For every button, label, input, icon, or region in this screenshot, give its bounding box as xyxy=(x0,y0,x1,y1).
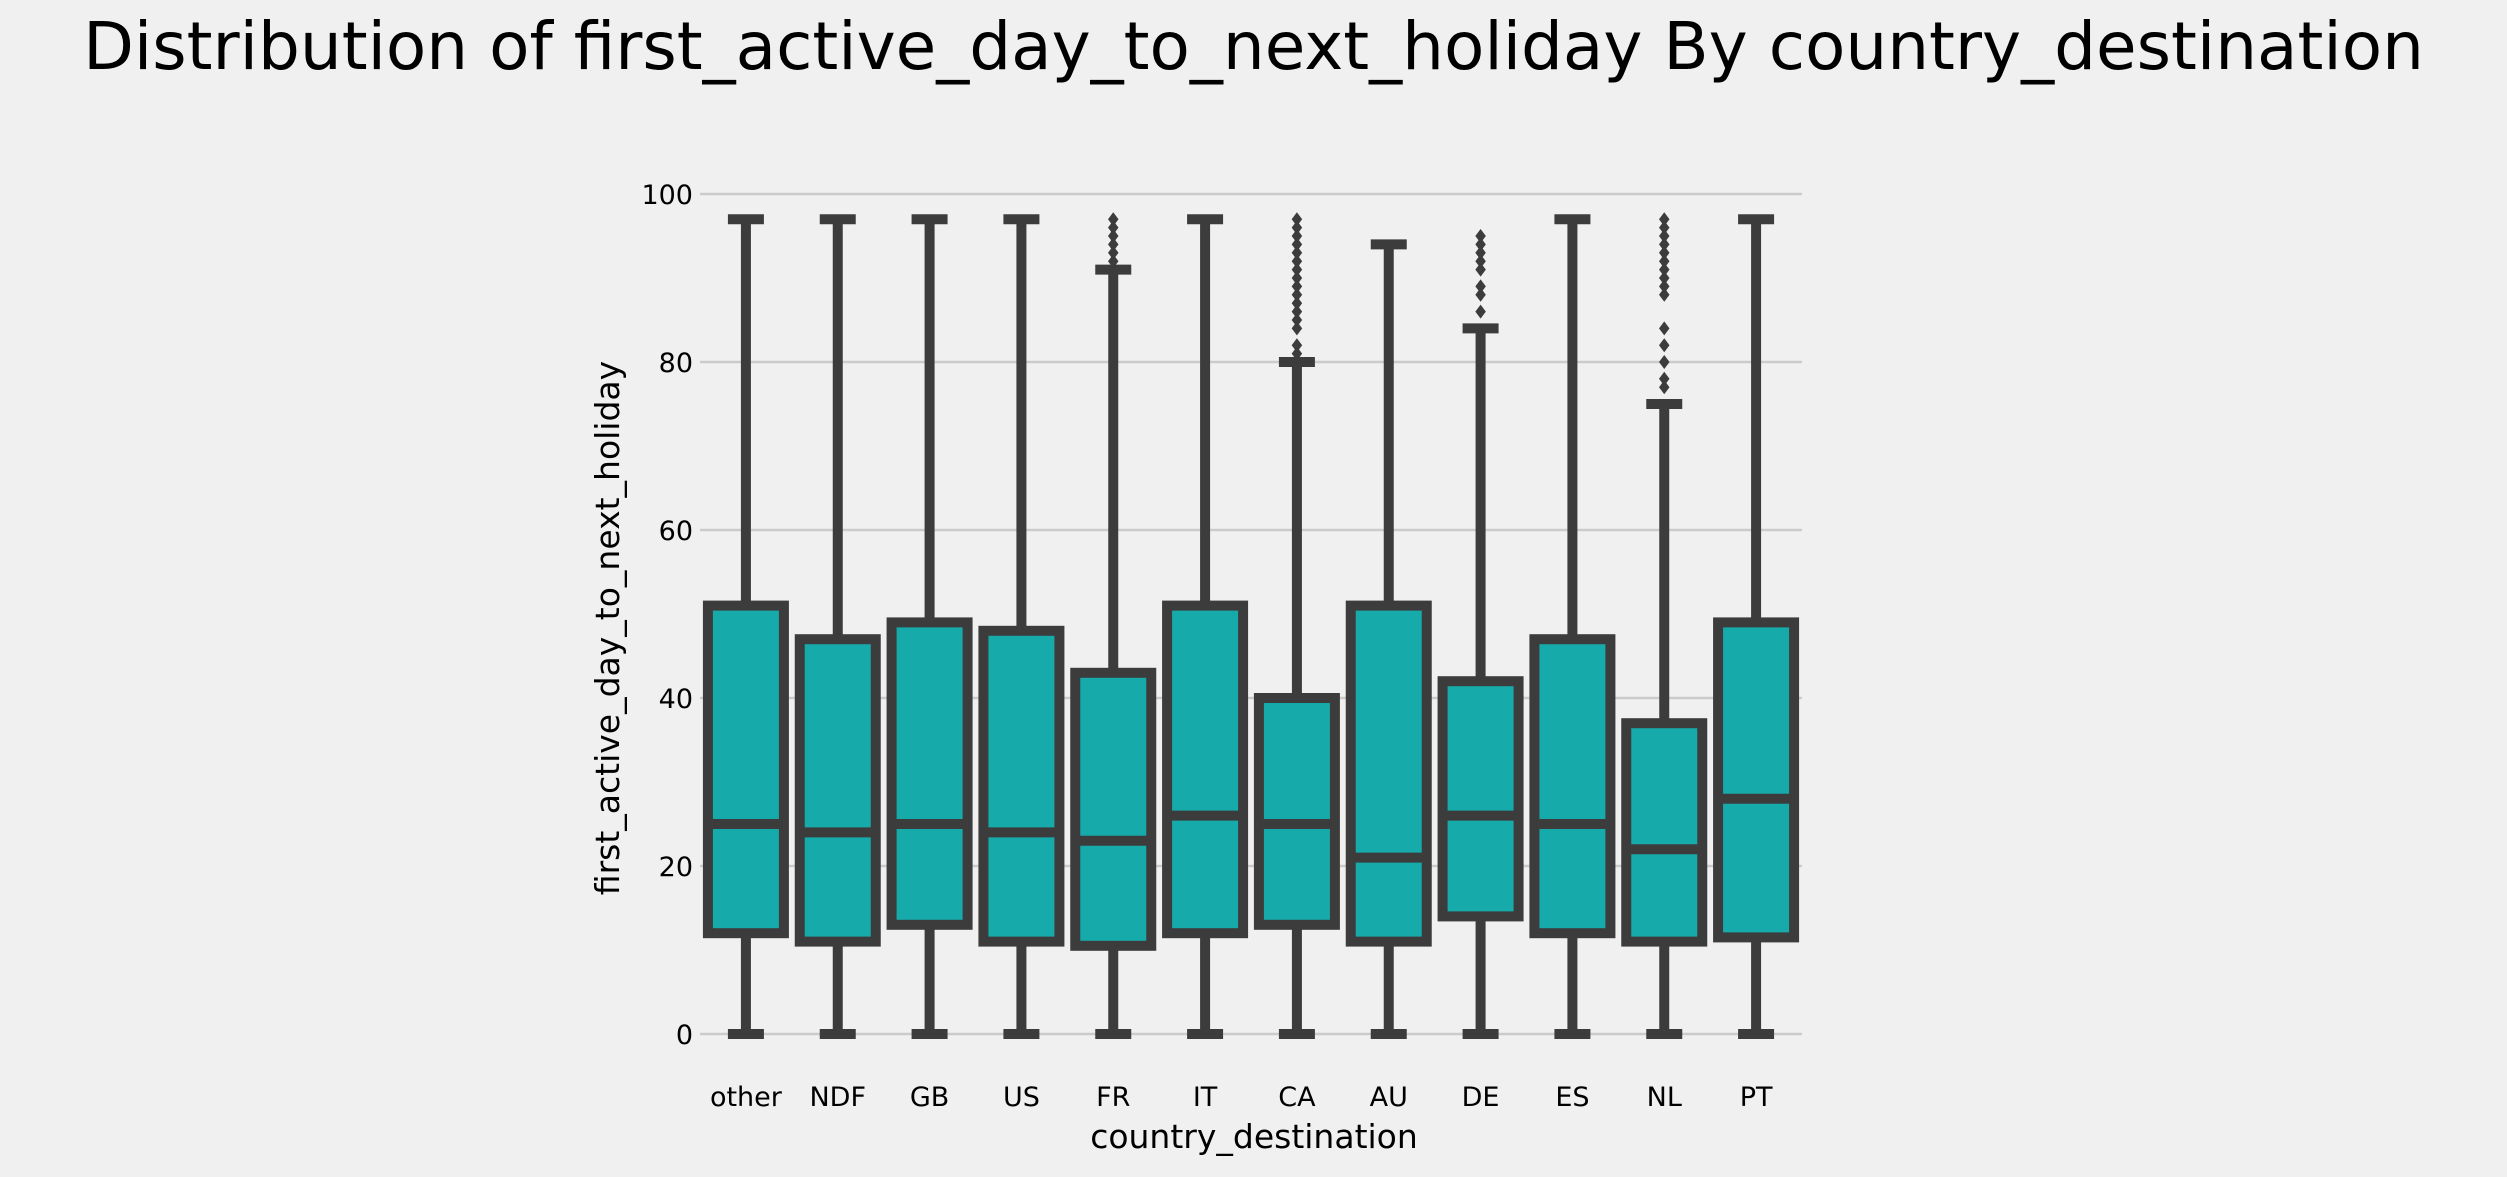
boxes-layer xyxy=(702,212,1800,1039)
outlier-point xyxy=(1475,287,1486,302)
outlier-point xyxy=(1291,346,1303,361)
outlier-point xyxy=(1108,245,1119,260)
outlier-point xyxy=(1291,271,1303,285)
box-other xyxy=(702,214,789,1039)
box-nl xyxy=(1621,212,1708,1039)
iqr-box xyxy=(1529,634,1616,939)
outlier-point xyxy=(1659,262,1670,277)
x-tick-label: FR xyxy=(1096,1082,1130,1113)
iqr-box xyxy=(1713,617,1800,943)
outlier-point xyxy=(1291,262,1303,277)
outlier-point xyxy=(1659,245,1670,260)
outlier-point xyxy=(1291,245,1303,260)
box-au xyxy=(1345,239,1432,1039)
outlier-point xyxy=(1291,296,1303,311)
box-us xyxy=(978,214,1065,1039)
x-tick-label: ES xyxy=(1555,1082,1589,1113)
outlier-point xyxy=(1659,287,1670,302)
outlier-point xyxy=(1291,229,1303,243)
outlier-point xyxy=(1659,338,1670,353)
box-es xyxy=(1529,214,1616,1039)
iqr-box xyxy=(978,625,1065,947)
outlier-point xyxy=(1291,220,1303,235)
box-it xyxy=(1162,214,1249,1039)
outlier-point xyxy=(1108,220,1119,235)
x-axis-label: country_destination xyxy=(1090,1117,1418,1156)
outlier-point xyxy=(1659,371,1670,386)
outlier-point xyxy=(1659,279,1670,294)
x-tick-label: AU xyxy=(1370,1082,1408,1113)
outlier-point xyxy=(1475,254,1486,269)
outlier-point xyxy=(1659,254,1670,269)
y-tick-label: 100 xyxy=(641,180,693,211)
y-axis-label: first_active_day_to_next_holiday xyxy=(588,361,627,895)
outlier-point xyxy=(1291,338,1303,353)
outlier-point xyxy=(1291,212,1303,227)
x-tick-label: GB xyxy=(910,1082,949,1113)
chart-title: Distribution of first_active_day_to_next… xyxy=(83,8,2424,85)
y-tick-label: 40 xyxy=(659,684,693,715)
y-tick-label: 0 xyxy=(676,1020,693,1051)
y-tick-label: 60 xyxy=(659,516,693,547)
outlier-point xyxy=(1291,304,1303,319)
iqr-box xyxy=(1437,676,1524,922)
outlier-point xyxy=(1659,355,1670,369)
x-tick-label: IT xyxy=(1193,1082,1218,1113)
iqr-box xyxy=(1162,600,1249,939)
iqr-box xyxy=(1621,718,1708,947)
y-tick-label: 20 xyxy=(659,852,693,883)
outlier-point xyxy=(1475,279,1486,294)
outlier-point xyxy=(1291,279,1303,294)
x-tick-label: other xyxy=(710,1082,783,1113)
box-fr xyxy=(1070,212,1157,1039)
x-tick-label: NL xyxy=(1647,1082,1682,1113)
outlier-point xyxy=(1108,237,1119,252)
x-axis-ticks: other NDF GB US FR IT CA AU DE ES NL PT xyxy=(710,1082,1773,1113)
outlier-point xyxy=(1291,321,1303,336)
outlier-point xyxy=(1108,229,1119,243)
box-ndf xyxy=(794,214,881,1039)
outlier-point xyxy=(1659,220,1670,235)
outlier-point xyxy=(1475,304,1486,319)
x-tick-label: DE xyxy=(1462,1082,1500,1113)
outlier-point xyxy=(1108,254,1119,269)
box-pt xyxy=(1713,214,1800,1039)
outlier-point xyxy=(1475,245,1486,260)
x-tick-label: US xyxy=(1003,1082,1040,1113)
outlier-point xyxy=(1659,271,1670,285)
box-gb xyxy=(886,214,973,1039)
box-de xyxy=(1437,229,1524,1039)
iqr-box xyxy=(702,600,789,939)
x-tick-label: CA xyxy=(1278,1082,1316,1113)
outlier-point xyxy=(1475,229,1486,243)
y-axis-ticks: 0 20 40 60 80 100 xyxy=(641,180,693,1051)
iqr-box xyxy=(1345,600,1432,947)
outlier-point xyxy=(1108,212,1119,227)
outlier-point xyxy=(1475,237,1486,252)
outlier-point xyxy=(1659,321,1670,336)
x-tick-label: PT xyxy=(1740,1082,1773,1113)
iqr-box xyxy=(1070,667,1157,951)
iqr-box xyxy=(886,617,973,930)
outlier-point xyxy=(1291,254,1303,269)
y-tick-label: 80 xyxy=(659,348,693,379)
outlier-point xyxy=(1659,237,1670,252)
outlier-point xyxy=(1291,313,1303,327)
iqr-box xyxy=(1253,693,1340,930)
outlier-point xyxy=(1475,262,1486,277)
box-ca xyxy=(1253,212,1340,1039)
x-tick-label: NDF xyxy=(809,1082,866,1113)
gridlines xyxy=(700,192,1802,1036)
outlier-point xyxy=(1659,380,1670,395)
outlier-point xyxy=(1659,212,1670,227)
iqr-box xyxy=(794,634,881,947)
outlier-point xyxy=(1659,229,1670,243)
outlier-point xyxy=(1291,287,1303,302)
outlier-point xyxy=(1291,237,1303,252)
